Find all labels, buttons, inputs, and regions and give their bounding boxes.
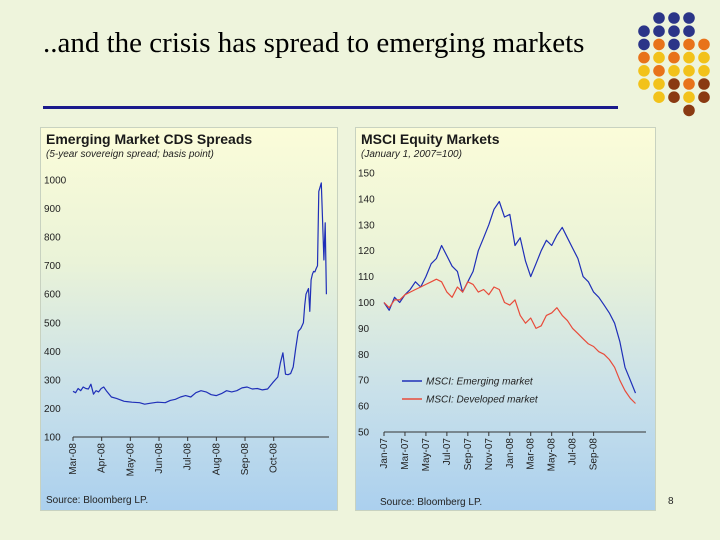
decor-dot xyxy=(653,78,665,90)
x-tick-label: Jan-07 xyxy=(379,438,390,469)
y-tick-label: 90 xyxy=(358,324,370,335)
msci-chart-panel: MSCI Equity Markets (January 1, 2007=100… xyxy=(355,127,656,511)
decor-dot xyxy=(638,65,650,77)
cds-chart-subtitle: (5-year sovereign spread; basis point) xyxy=(46,149,214,160)
decor-dot xyxy=(653,51,665,64)
slide-title: ..and the crisis has spread to emerging … xyxy=(43,27,585,59)
y-tick-label: 70 xyxy=(358,376,370,387)
msci-chart-title: MSCI Equity Markets xyxy=(361,131,500,147)
series-line-msci-emerging-market xyxy=(383,200,637,394)
x-tick-label: Mar-08 xyxy=(68,443,79,475)
x-tick-label: Sep-07 xyxy=(463,438,474,471)
decor-dot xyxy=(668,65,680,77)
msci-chart-subtitle: (January 1, 2007=100) xyxy=(361,149,462,160)
y-tick-label: 300 xyxy=(44,375,61,386)
msci-chart-source: Source: Bloomberg LP. xyxy=(380,497,483,508)
x-tick-label: Sep-08 xyxy=(589,438,600,471)
x-tick-label: Mar-07 xyxy=(400,438,411,470)
series-line-msci-developed-market xyxy=(383,278,636,404)
decor-dot xyxy=(653,38,665,51)
y-tick-label: 500 xyxy=(44,318,61,329)
decor-dot xyxy=(683,38,695,51)
decor-dot xyxy=(683,65,695,77)
decor-dot xyxy=(683,78,695,90)
x-tick-label: Jul-08 xyxy=(568,438,579,466)
decor-dot xyxy=(698,51,710,64)
y-tick-label: 400 xyxy=(44,347,61,358)
decor-dot xyxy=(698,78,710,90)
decor-dot xyxy=(653,65,665,77)
y-tick-label: 140 xyxy=(358,194,375,205)
x-tick-label: Jun-08 xyxy=(154,443,165,474)
decor-dot xyxy=(668,25,680,37)
decorative-dot-grid xyxy=(638,12,710,117)
x-tick-label: May-08 xyxy=(547,438,558,472)
decor-dot xyxy=(668,38,680,51)
x-tick-label: Aug-08 xyxy=(211,443,222,476)
decor-dot xyxy=(683,25,695,37)
cds-chart-panel: Emerging Market CDS Spreads (5-year sove… xyxy=(40,127,338,511)
cds-chart-title: Emerging Market CDS Spreads xyxy=(46,131,253,147)
y-tick-label: 600 xyxy=(44,290,61,301)
y-tick-label: 100 xyxy=(44,433,61,444)
decor-dot xyxy=(683,51,695,64)
decor-dot xyxy=(683,104,695,117)
cds-chart-source: Source: Bloomberg LP. xyxy=(46,495,149,506)
decor-dot xyxy=(668,51,680,64)
y-tick-label: 80 xyxy=(358,350,370,361)
y-tick-label: 50 xyxy=(358,428,370,439)
y-tick-label: 150 xyxy=(358,169,375,180)
y-tick-label: 700 xyxy=(44,261,61,272)
decor-dot xyxy=(653,91,665,103)
x-tick-label: Jan-08 xyxy=(505,438,516,469)
y-tick-label: 200 xyxy=(44,404,61,415)
decor-dot xyxy=(668,12,680,24)
decor-dot xyxy=(683,12,695,24)
x-tick-label: Mar-08 xyxy=(526,438,537,470)
decor-dot xyxy=(653,25,665,37)
cds-chart: 1000 900 800 700 600 500 400 300 200 100 Mar-08 Apr… xyxy=(44,176,329,477)
x-tick-label: May-07 xyxy=(421,438,432,472)
x-tick-label: May-08 xyxy=(125,443,136,477)
y-tick-label: 1000 xyxy=(44,176,67,187)
decor-dot xyxy=(653,12,665,24)
x-tick-label: Jul-07 xyxy=(442,438,453,466)
y-tick-label: 130 xyxy=(358,220,375,231)
decor-dot xyxy=(668,91,680,103)
x-tick-label: Nov-07 xyxy=(484,438,495,471)
y-tick-label: 110 xyxy=(358,272,374,283)
y-tick-label: 120 xyxy=(358,246,375,257)
decor-dot xyxy=(683,91,695,103)
x-tick-label: Apr-08 xyxy=(97,443,108,473)
legend-label: MSCI: Emerging market xyxy=(426,377,534,388)
page-number: 8 xyxy=(668,496,674,507)
x-tick-label: Sep-08 xyxy=(240,443,251,476)
y-tick-label: 800 xyxy=(44,233,61,244)
series-line-em-cds-spread xyxy=(72,182,327,405)
x-tick-label: Oct-08 xyxy=(269,443,280,473)
decor-dot xyxy=(698,91,710,103)
y-tick-label: 100 xyxy=(358,298,375,309)
decor-dot xyxy=(698,38,710,51)
legend-label: MSCI: Developed market xyxy=(426,395,539,406)
decor-dot xyxy=(638,78,650,90)
x-tick-label: Jul-08 xyxy=(183,443,194,471)
y-tick-label: 900 xyxy=(44,204,61,215)
decor-dot xyxy=(638,51,650,64)
decor-dot xyxy=(638,38,650,51)
title-rule xyxy=(43,106,618,109)
decor-dot xyxy=(668,78,680,90)
decor-dot xyxy=(638,25,650,37)
decor-dot xyxy=(698,65,710,77)
y-tick-label: 60 xyxy=(358,402,370,413)
msci-chart: 150 140 130 120 110 100 90 80 70 60 50 Jan-07 Mar-07… xyxy=(358,169,646,472)
